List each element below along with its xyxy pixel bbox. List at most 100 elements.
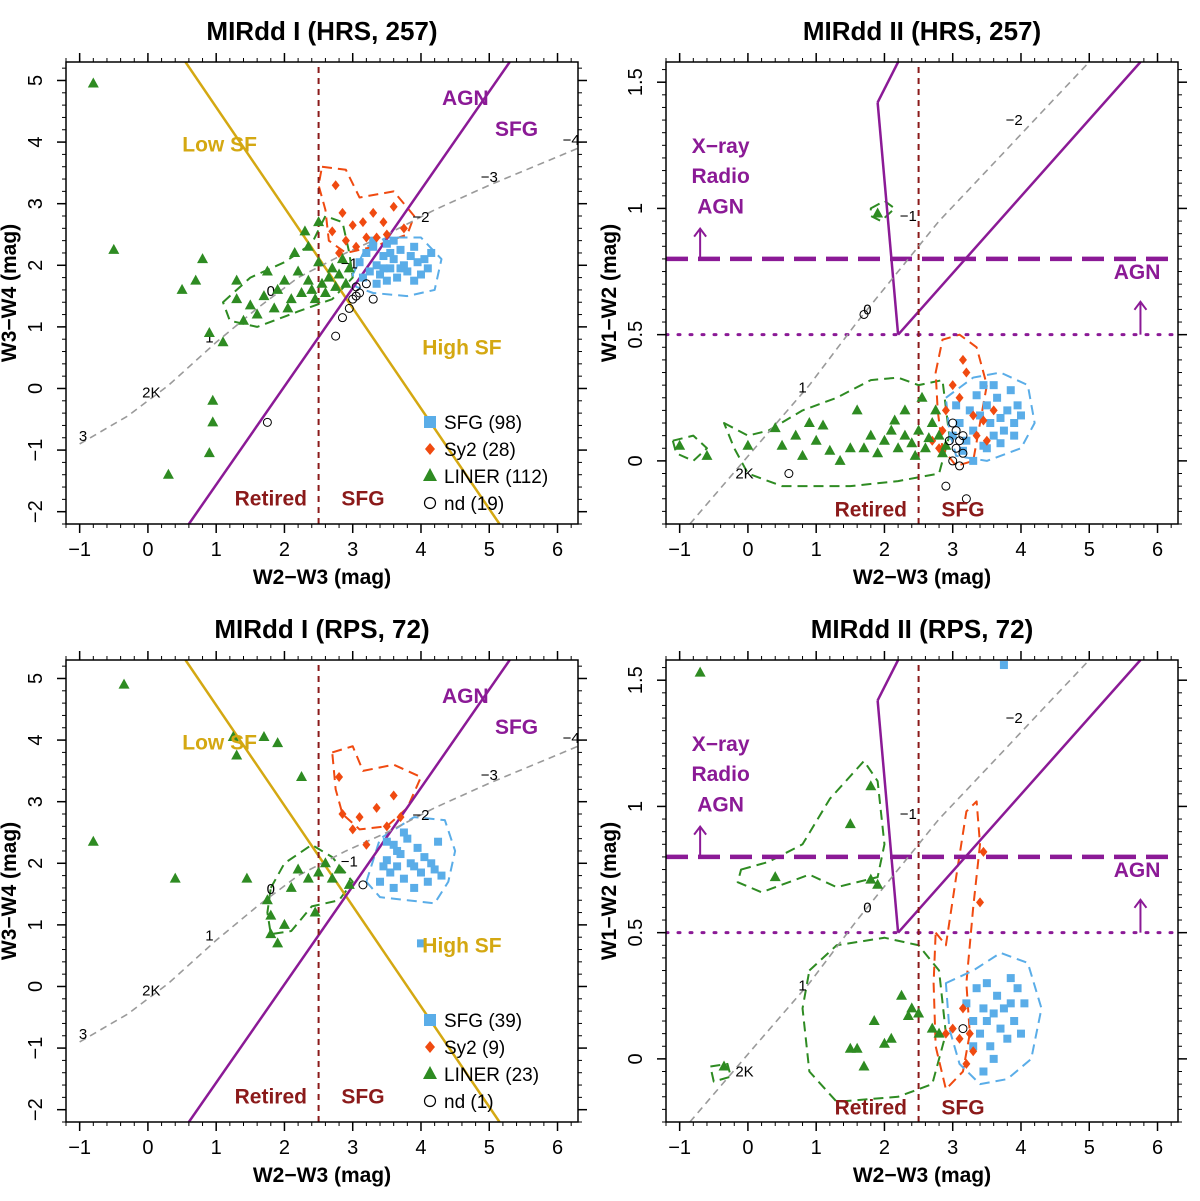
point-nd (348, 294, 358, 304)
region-label: AGN (1114, 261, 1161, 284)
point-sy2 (955, 1033, 964, 1044)
point-liner (936, 447, 948, 458)
region-label: SFG (341, 488, 384, 511)
point-sfg (969, 456, 978, 465)
region-label: High SF (422, 935, 501, 958)
point-sfg (979, 381, 988, 390)
panel-3: 3 2K 1 0 −1 −2 −3 −4 Low SF High SF AGN SFG Retired S… (0, 614, 587, 1187)
point-liner (933, 429, 945, 440)
x-tick-label: 1 (211, 539, 222, 561)
density-contour-liner (222, 215, 354, 328)
point-liner (296, 771, 308, 782)
track-label: 1 (798, 380, 806, 397)
point-sfg (969, 426, 978, 435)
point-liner (231, 274, 243, 285)
arrow-head (1133, 898, 1148, 909)
point-sfg (1010, 1017, 1019, 1026)
point-liner (169, 872, 181, 883)
y-tick-label: 0.5 (625, 919, 647, 947)
point-sfg (379, 862, 388, 871)
region-label: AGN (697, 195, 744, 218)
point-sfg (410, 862, 419, 871)
point-nd (955, 461, 965, 471)
point-sfg (410, 276, 419, 285)
chart-title: MIRdd I (RPS, 72) (214, 614, 429, 644)
point-liner (769, 871, 781, 882)
point-liner (278, 274, 290, 285)
chart-title: MIRdd I (HRS, 257) (206, 16, 437, 46)
point-liner (333, 268, 345, 279)
point-liner (913, 1007, 925, 1018)
point-liner (913, 424, 925, 435)
point-liner (769, 422, 781, 433)
point-liner (933, 1027, 945, 1038)
point-sfg (393, 273, 402, 282)
track-label: 3 (79, 428, 87, 445)
point-sy2 (355, 812, 364, 823)
legend-marker-sfg (424, 1014, 436, 1026)
template-track (689, 62, 1090, 524)
y-tick-label: 2 (25, 858, 47, 869)
y-tick-label: 1 (25, 919, 47, 930)
point-sfg (382, 239, 391, 248)
point-liner (899, 429, 911, 440)
point-nd (859, 309, 869, 319)
point-liner (896, 989, 908, 1000)
point-liner (289, 246, 301, 257)
point-liner (776, 439, 788, 450)
legend-marker-sy2 (425, 1041, 435, 1053)
point-liner (926, 417, 938, 428)
plot-area: 2K 1 0 −1 −2 X−ray Radio AGN AGN Retired SFG (666, 62, 1178, 524)
point-sfg (965, 406, 974, 415)
point-liner (176, 283, 188, 294)
point-sfg (386, 248, 395, 257)
point-liner (330, 280, 342, 291)
x-tick-label: 2 (279, 1137, 290, 1159)
density-contour-sy2 (331, 745, 422, 831)
point-liner (241, 872, 253, 883)
point-liner (313, 216, 325, 227)
y-tick-label: −1 (25, 439, 47, 462)
track-label: 1 (798, 978, 806, 995)
point-liner (844, 1042, 856, 1053)
point-nd (948, 418, 958, 428)
point-sfg (389, 236, 398, 245)
point-sfg (437, 871, 446, 880)
x-tick-label: −1 (68, 1137, 91, 1159)
point-liner (902, 1009, 914, 1020)
point-liner (872, 878, 884, 889)
agn-wedge-left (876, 102, 900, 335)
point-sfg (969, 1017, 978, 1026)
point-sfg (955, 419, 964, 428)
x-tick-label: 2 (879, 539, 890, 561)
region-label: Retired (835, 1096, 907, 1119)
y-tick-label: 2 (25, 260, 47, 271)
point-sy2 (352, 241, 361, 252)
x-axis-label: W2−W3 (mag) (253, 1164, 391, 1187)
point-liner (889, 414, 901, 425)
point-sfg (413, 843, 422, 852)
point-sfg (416, 939, 425, 948)
point-sfg (420, 853, 429, 862)
point-nd (784, 469, 794, 479)
point-liner (899, 404, 911, 415)
agn-wedge (876, 62, 900, 103)
point-sfg (1016, 1029, 1025, 1038)
point-sfg (1006, 386, 1015, 395)
density-contour-liner (801, 936, 947, 1103)
point-sfg (986, 419, 995, 428)
legend-label: LINER (112) (444, 467, 548, 488)
x-tick-label: 5 (484, 1137, 495, 1159)
agn-wedge-right (897, 660, 1142, 934)
point-liner (190, 274, 202, 285)
region-label: High SF (422, 337, 501, 360)
point-sy2 (948, 1023, 957, 1034)
point-liner (292, 863, 304, 874)
point-sy2 (979, 846, 988, 857)
legend-label: Sy2 (28) (444, 440, 516, 461)
point-sy2 (941, 1028, 950, 1039)
point-liner (343, 262, 355, 273)
x-tick-label: 3 (947, 1137, 958, 1159)
region-label: X−ray (692, 135, 750, 158)
